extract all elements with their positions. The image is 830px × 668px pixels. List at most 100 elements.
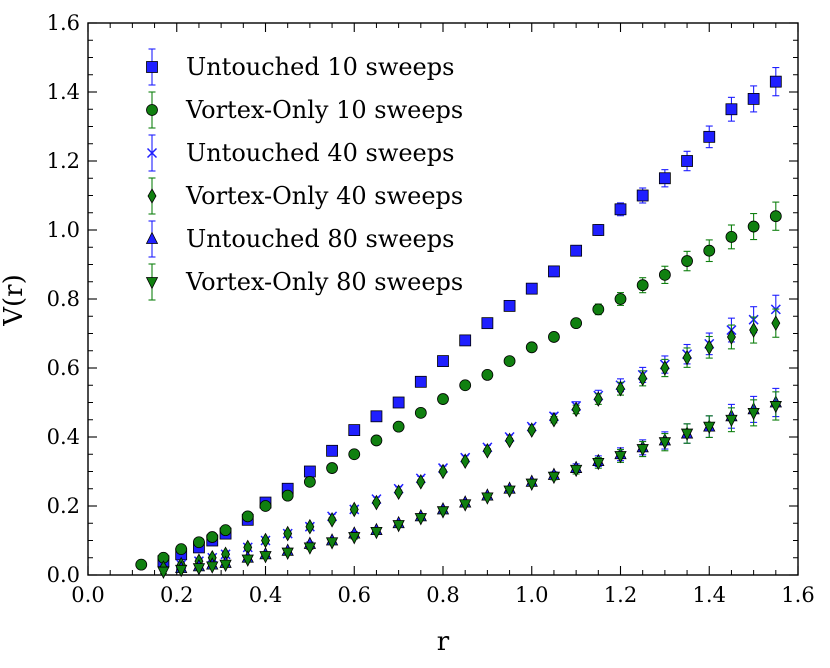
data-point xyxy=(549,411,559,428)
data-point xyxy=(349,501,359,518)
y-tick-label: 1.2 xyxy=(47,149,80,173)
series-2 xyxy=(135,201,782,571)
legend-label: Untouched 40 sweeps xyxy=(186,139,454,167)
data-point xyxy=(206,561,219,574)
data-point xyxy=(680,428,694,441)
data-point xyxy=(548,331,560,343)
x-tick-label: 1.0 xyxy=(515,583,548,607)
legend-marker xyxy=(147,188,157,204)
axis-ticks: 0.0 0.2 0.4 0.6 0.8 1.0 1.2 1.4 1.6 0.0 0.2 0.4 0.6 0… xyxy=(47,11,815,607)
legend-label: Vortex-Only 40 sweeps xyxy=(185,182,463,210)
data-point xyxy=(459,334,472,347)
data-point xyxy=(725,230,738,243)
data-point xyxy=(616,380,625,397)
legend-item: Untouched 10 sweeps xyxy=(146,48,454,86)
x-tick-label: 1.6 xyxy=(781,583,814,607)
data-point xyxy=(303,465,316,478)
data-point xyxy=(303,542,317,555)
data-point xyxy=(281,547,294,560)
y-tick-label: 0.4 xyxy=(47,425,80,449)
data-point xyxy=(726,329,736,345)
data-point xyxy=(459,499,472,512)
y-tick-label: 1.0 xyxy=(47,218,80,242)
data-point xyxy=(503,299,516,312)
data-point xyxy=(371,494,381,511)
data-point xyxy=(392,420,405,433)
data-point xyxy=(525,282,538,295)
data-point xyxy=(614,451,627,464)
data-point xyxy=(281,489,294,502)
data-point xyxy=(725,414,738,428)
legend-item: Untouched 80 sweeps xyxy=(145,220,454,258)
legend-marker xyxy=(146,147,158,159)
y-tick-label: 0.2 xyxy=(47,494,80,518)
data-point xyxy=(325,537,339,550)
x-axis-label: r xyxy=(437,627,450,657)
data-point xyxy=(747,93,760,105)
data-point xyxy=(527,422,537,438)
data-point xyxy=(769,401,782,414)
data-point xyxy=(682,349,692,366)
data-point xyxy=(175,543,188,556)
y-tick-label: 0.0 xyxy=(47,563,80,587)
legend-item: Untouched 40 sweeps xyxy=(146,134,454,172)
data-point xyxy=(348,424,361,437)
x-tick-label: 1.2 xyxy=(604,583,637,607)
x-tick-label: 0.0 xyxy=(71,583,104,607)
data-point xyxy=(592,224,605,236)
data-point xyxy=(348,448,361,461)
data-point xyxy=(261,532,270,549)
data-point xyxy=(482,442,492,459)
x-tick-label: 0.8 xyxy=(426,583,459,607)
data-point xyxy=(749,322,759,338)
data-point xyxy=(638,370,648,387)
data-point xyxy=(135,558,148,571)
data-point xyxy=(636,444,649,457)
y-tick-label: 0.6 xyxy=(47,356,80,380)
data-point xyxy=(592,303,605,316)
data-point xyxy=(481,368,494,381)
data-point xyxy=(394,484,404,501)
data-point xyxy=(570,244,583,257)
y-tick-label: 1.4 xyxy=(47,80,80,104)
legend-label: Untouched 80 sweeps xyxy=(186,225,454,253)
data-point xyxy=(436,506,450,519)
data-point xyxy=(769,75,782,88)
data-point xyxy=(392,396,405,409)
data-point xyxy=(704,339,714,356)
data-point xyxy=(503,485,516,498)
series-layer xyxy=(135,67,782,579)
data-point xyxy=(636,279,649,292)
legend-marker xyxy=(146,61,158,73)
data-point xyxy=(658,437,672,450)
data-point xyxy=(459,379,472,392)
data-point xyxy=(547,471,561,485)
data-point xyxy=(681,155,693,167)
data-point xyxy=(175,564,188,578)
data-point xyxy=(241,554,254,567)
data-point xyxy=(593,391,603,407)
data-point xyxy=(414,406,427,419)
data-point xyxy=(703,421,716,435)
data-point xyxy=(570,317,583,330)
data-point xyxy=(305,518,315,535)
data-point xyxy=(747,407,760,421)
data-point xyxy=(747,220,760,233)
y-tick-label: 1.6 xyxy=(47,11,80,35)
data-point xyxy=(348,532,361,545)
data-point xyxy=(157,566,170,579)
data-point xyxy=(326,444,338,457)
data-point xyxy=(437,393,449,405)
data-point xyxy=(614,203,627,216)
data-point xyxy=(636,189,649,202)
data-point xyxy=(681,255,693,267)
y-tick-label: 0.8 xyxy=(47,287,80,311)
data-point xyxy=(392,520,405,533)
legend-label: Untouched 10 sweeps xyxy=(186,53,454,81)
legend-item: Vortex-Only 10 sweeps xyxy=(146,91,463,129)
data-point xyxy=(525,341,538,354)
x-tick-label: 1.4 xyxy=(693,583,726,607)
data-point xyxy=(437,355,449,368)
data-point xyxy=(660,360,670,376)
